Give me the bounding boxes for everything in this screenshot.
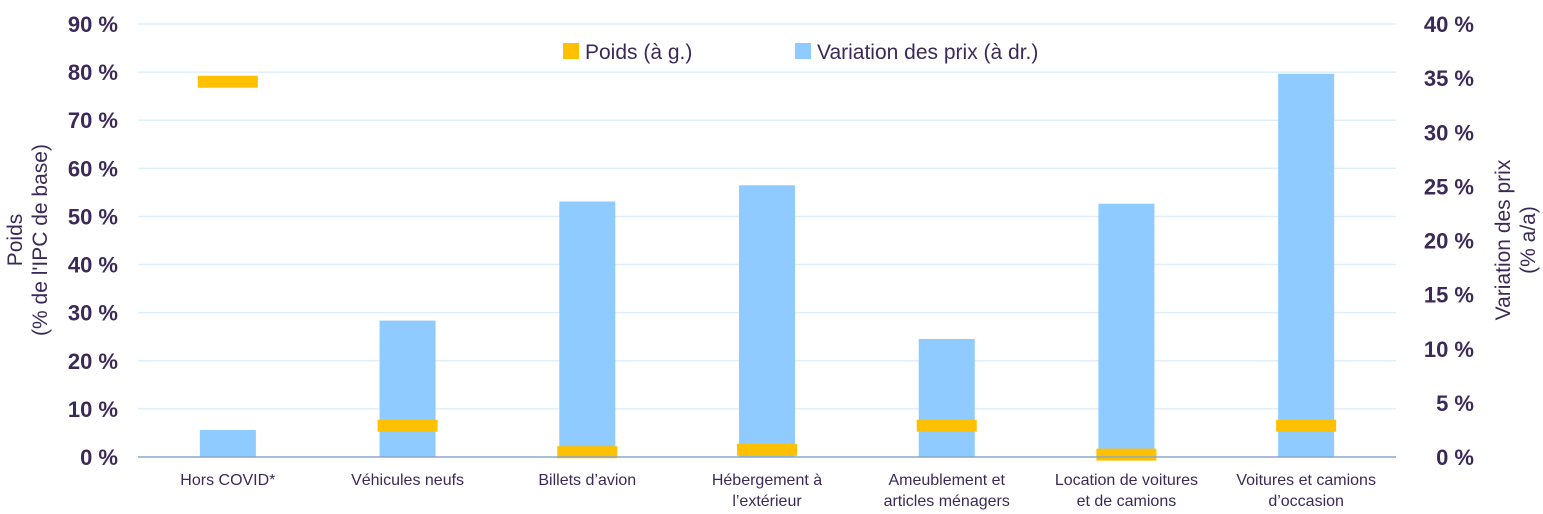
right-tick-label: 35 % (1424, 66, 1474, 91)
right-tick-label: 20 % (1424, 229, 1474, 254)
weight-marker (197, 75, 258, 88)
weight-marker (1276, 419, 1337, 432)
weight-marker (916, 419, 977, 432)
category-label: Location de voitures et de camions (1055, 472, 1198, 510)
legend-label-price-variation: Variation des prix (à dr.) (817, 41, 1038, 64)
left-tick-label: 10 % (68, 397, 118, 422)
category-label: Hors COVID* (180, 472, 275, 489)
weight-marker (1096, 448, 1157, 461)
right-tick-label: 30 % (1424, 120, 1474, 145)
left-tick-label: 30 % (68, 301, 118, 326)
right-tick-label: 40 % (1424, 12, 1474, 37)
category-label: Hébergement à l’extérieur (712, 472, 822, 510)
right-tick-label: 0 % (1436, 445, 1474, 470)
left-axis-ticks: 0 % 10 % 20 % 30 % 40 % 50 % 60 % 70 % 80 % 90 % (68, 12, 118, 470)
price-variation-bar (379, 320, 436, 457)
right-tick-label: 15 % (1424, 283, 1474, 308)
category-labels: Hors COVID* Véhicules neufs Billets d’avio… (180, 472, 1376, 510)
right-tick-label: 5 % (1436, 391, 1474, 416)
legend-swatch-weight (563, 43, 579, 59)
price-variation-bar (559, 201, 616, 457)
weight-markers (197, 75, 1337, 461)
right-tick-label: 10 % (1424, 337, 1474, 362)
price-variation-bar (1098, 203, 1155, 457)
right-axis-ticks: 0 % 5 % 10 % 15 % 20 % 25 % 30 % 35 % 40 % (1424, 12, 1474, 470)
price-variation-bar (199, 429, 256, 457)
weight-marker (557, 446, 618, 459)
weight-marker (377, 419, 438, 432)
left-tick-label: 40 % (68, 253, 118, 278)
price-variation-bar (1278, 73, 1335, 458)
legend: Poids (à g.) Variation des prix (à dr.) (563, 41, 1038, 64)
price-variation-bar (918, 339, 975, 457)
price-variation-bar (739, 185, 795, 458)
right-axis-title: Variation des prix(% a/a) (1492, 159, 1540, 320)
weight-marker (737, 443, 797, 456)
left-tick-label: 0 % (80, 445, 118, 470)
category-label: Véhicules neufs (351, 472, 464, 489)
left-tick-label: 70 % (68, 108, 118, 133)
category-label: Billets d’avion (538, 472, 636, 489)
legend-label-weight: Poids (à g.) (585, 41, 692, 64)
left-tick-label: 90 % (68, 12, 118, 37)
legend-swatch-price-variation (795, 43, 811, 59)
left-tick-label: 20 % (68, 349, 118, 374)
price-variation-bars (199, 73, 1335, 458)
category-label: Ameublement et articles ménagers (884, 472, 1010, 510)
left-axis-title: Poids(% de l'IPC de base) (4, 144, 52, 336)
category-label: Voitures et camions d’occasion (1236, 472, 1376, 510)
left-tick-label: 80 % (68, 60, 118, 85)
right-tick-label: 25 % (1424, 174, 1474, 199)
left-tick-label: 60 % (68, 156, 118, 181)
left-tick-label: 50 % (68, 204, 118, 229)
